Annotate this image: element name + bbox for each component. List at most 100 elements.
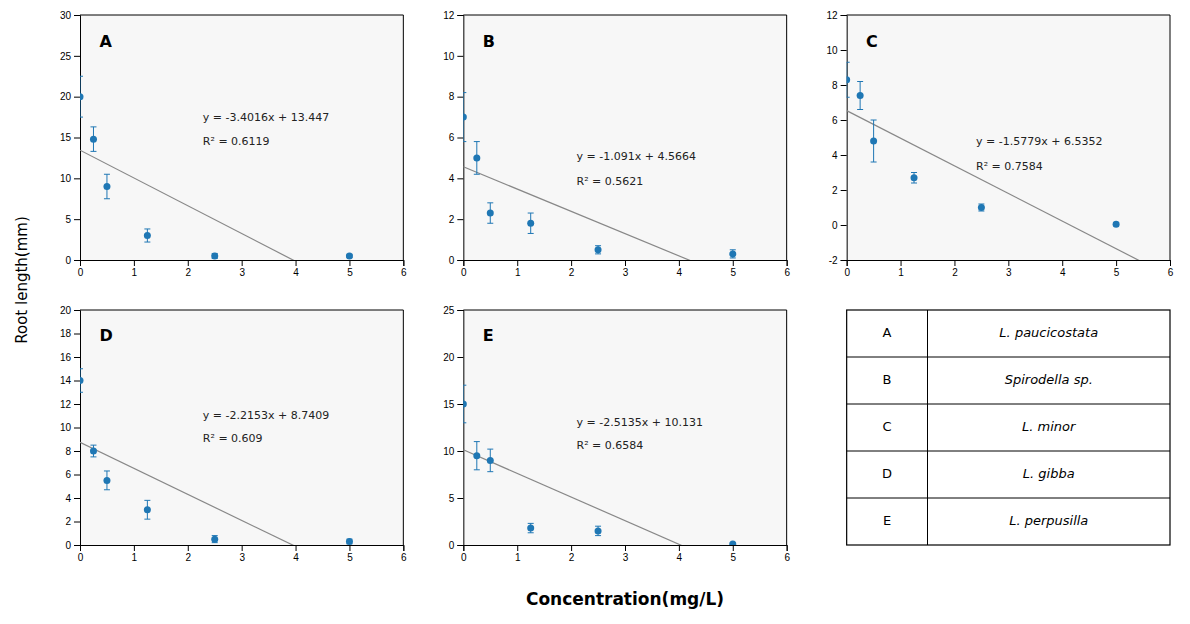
x-axis: 0123456 <box>461 545 790 563</box>
legend-border <box>847 310 1170 545</box>
y-tick: 8 <box>65 446 80 457</box>
error-bar <box>978 204 984 211</box>
y-axis-line <box>841 16 848 261</box>
y-tick-mark <box>74 522 80 523</box>
x-tick-mark <box>296 545 297 551</box>
y-tick-mark <box>74 178 80 179</box>
x-tick: 6 <box>784 545 790 563</box>
legend-name: L. gibba <box>1023 466 1075 481</box>
error-bar <box>144 229 150 242</box>
y-tick-label: 8 <box>449 91 455 102</box>
y-tick-label: -2 <box>829 255 838 266</box>
y-tick-mark <box>457 219 463 220</box>
legend-divider <box>847 451 1170 452</box>
error-bar-cap <box>463 422 466 423</box>
annotation: R² = 0.7584 <box>976 160 1043 173</box>
error-bar <box>90 445 96 457</box>
x-tick-mark <box>242 260 243 266</box>
x-tick-mark <box>349 260 350 266</box>
x-tick-label: 6 <box>784 552 790 563</box>
x-tick-mark <box>517 545 518 551</box>
error-bar <box>487 203 493 223</box>
y-tick: 2 <box>65 516 80 527</box>
y-tick-label: 2 <box>449 214 455 225</box>
x-tick: 2 <box>569 260 575 278</box>
point <box>527 220 534 227</box>
x-tick-mark <box>134 260 135 266</box>
point <box>80 93 84 100</box>
x-tick: 4 <box>1060 260 1066 278</box>
error-bar <box>474 442 480 470</box>
y-tick-label: 0 <box>65 540 71 551</box>
x-tick: 4 <box>293 545 299 563</box>
point <box>346 538 353 545</box>
y-tick: 0 <box>449 255 464 266</box>
y-tick-label: 12 <box>60 399 72 410</box>
x-tick-mark <box>901 260 902 266</box>
x-tick: 6 <box>401 260 407 278</box>
x-tick-label: 3 <box>1006 267 1012 278</box>
point <box>103 477 110 484</box>
point <box>527 525 534 532</box>
error-bar-cap <box>871 162 877 163</box>
x-tick: 5 <box>730 545 736 563</box>
x-tick-mark <box>349 545 350 551</box>
y-axis-title: Root length(mm) <box>13 216 31 344</box>
y-tick-label: 6 <box>449 132 455 143</box>
error-bar-cap <box>463 92 466 93</box>
x-tick-label: 4 <box>293 267 299 278</box>
point <box>978 204 985 211</box>
y-tick-mark <box>74 56 80 57</box>
x-tick-mark <box>403 545 404 551</box>
y-tick: 4 <box>449 173 464 184</box>
y-axis: 051015202530 <box>60 10 81 266</box>
error-bar <box>730 250 736 258</box>
y-tick-label: 15 <box>443 399 455 410</box>
error-bar-cap <box>487 202 493 203</box>
x-tick: 3 <box>623 260 629 278</box>
x-tick: 4 <box>677 260 683 278</box>
x-axis-line <box>81 546 404 552</box>
marks <box>80 76 403 260</box>
x-tick-label: 2 <box>952 267 958 278</box>
point <box>857 92 864 99</box>
y-tick: 6 <box>832 115 847 126</box>
x-tick: 1 <box>515 260 521 278</box>
trend-line <box>463 167 786 260</box>
error-bar-cap <box>144 228 150 229</box>
error-bar <box>474 142 480 175</box>
error-bar-cap <box>857 81 863 82</box>
y-tick-label: 4 <box>449 173 455 184</box>
y-tick: -2 <box>829 255 847 266</box>
y-tick-mark <box>74 381 80 382</box>
y-tick-mark <box>74 15 80 16</box>
x-tick: 3 <box>1006 260 1012 278</box>
point <box>103 183 110 190</box>
x-tick-mark <box>625 260 626 266</box>
y-tick: 18 <box>60 328 80 339</box>
x-tick: 0 <box>461 545 467 563</box>
y-tick: 5 <box>449 493 464 504</box>
marks <box>463 385 786 545</box>
x-tick: 0 <box>78 545 84 563</box>
y-tick: 0 <box>65 540 80 551</box>
y-tick-label: 8 <box>832 80 838 91</box>
legend-name: L. paucicostata <box>999 325 1098 340</box>
x-tick-mark <box>571 545 572 551</box>
error-bar <box>212 536 218 543</box>
frame-top <box>463 310 786 311</box>
trend-line <box>80 442 403 545</box>
x-tick-label: 0 <box>78 552 84 563</box>
x-axis: 0123456 <box>461 260 790 278</box>
error-bar-cap <box>80 392 83 393</box>
y-tick: 20 <box>443 352 463 363</box>
error-bar-cap <box>528 532 534 533</box>
x-tick: 5 <box>1114 260 1120 278</box>
x-tick: 2 <box>569 545 575 563</box>
y-tick-label: 0 <box>832 220 838 231</box>
x-tick: 6 <box>784 260 790 278</box>
error-bar-cap <box>144 519 150 520</box>
error-bar-cap <box>90 445 96 446</box>
error-bar-cap <box>487 223 493 224</box>
x-tick: 1 <box>132 260 138 278</box>
